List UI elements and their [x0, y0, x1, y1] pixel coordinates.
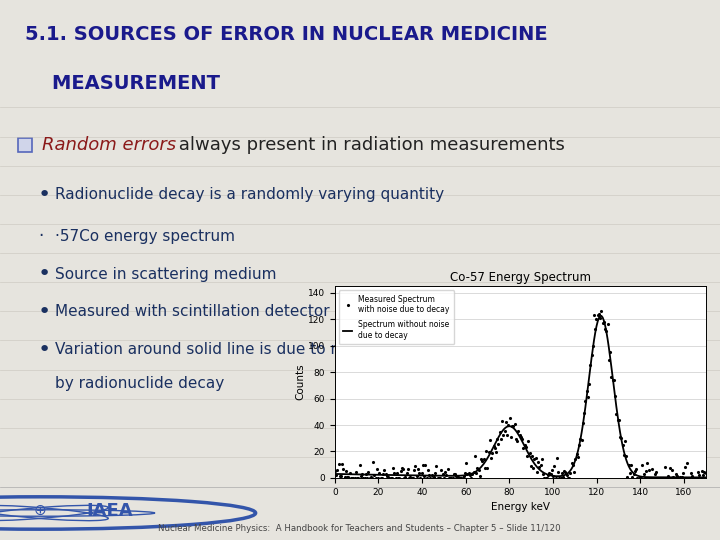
- Spectrum without noise
due to decay: [667, 474, 676, 481]
- Line: Measured Spectrum
with noise due to decay: Measured Spectrum with noise due to deca…: [333, 309, 707, 480]
- Text: IAEA: IAEA: [86, 502, 133, 520]
- Spectrum without noise
due to decay: [332, 471, 341, 477]
- Spectrum without noise
due to decay: [552, 473, 560, 480]
- Text: ⊕: ⊕: [33, 503, 46, 518]
- Spectrum without noise
due to decay: [550, 473, 559, 480]
- FancyBboxPatch shape: [18, 138, 32, 152]
- Text: Radionuclide decay is a randomly varying quantity: Radionuclide decay is a randomly varying…: [55, 187, 444, 202]
- Text: •: •: [38, 264, 51, 284]
- Measured Spectrum
with noise due to decay: [701, 470, 710, 476]
- Text: Source in scattering medium: Source in scattering medium: [55, 267, 276, 281]
- Text: ·57Co energy spectrum: ·57Co energy spectrum: [55, 228, 235, 244]
- Legend: Measured Spectrum
with noise due to decay, Spectrum without noise
due to decay: Measured Spectrum with noise due to deca…: [338, 290, 454, 344]
- Text: Variation around solid line is due to random error introduced: Variation around solid line is due to ra…: [55, 342, 519, 357]
- Text: •: •: [38, 302, 51, 322]
- Title: Co-57 Energy Spectrum: Co-57 Energy Spectrum: [450, 271, 590, 284]
- Measured Spectrum
with noise due to decay: [552, 455, 561, 462]
- Text: by radionuclide decay: by radionuclide decay: [55, 376, 224, 392]
- Text: Random errors: Random errors: [42, 136, 176, 154]
- Measured Spectrum
with noise due to decay: [559, 474, 567, 481]
- Measured Spectrum
with noise due to decay: [597, 308, 606, 314]
- Spectrum without noise
due to decay: [644, 474, 653, 481]
- Measured Spectrum
with noise due to decay: [346, 475, 355, 481]
- Spectrum without noise
due to decay: [701, 474, 710, 481]
- Text: 5.1. SOURCES OF ERROR IN NUCLEAR MEDICINE: 5.1. SOURCES OF ERROR IN NUCLEAR MEDICIN…: [25, 25, 548, 44]
- Spectrum without noise
due to decay: [330, 471, 339, 477]
- Line: Spectrum without noise
due to decay: Spectrum without noise due to decay: [335, 316, 706, 477]
- Measured Spectrum
with noise due to decay: [332, 471, 341, 478]
- Measured Spectrum
with noise due to decay: [645, 475, 654, 481]
- Measured Spectrum
with noise due to decay: [669, 474, 678, 481]
- Text: •: •: [38, 185, 51, 205]
- Measured Spectrum
with noise due to decay: [552, 475, 560, 481]
- Y-axis label: Counts: Counts: [295, 364, 305, 400]
- Text: Nuclear Medicine Physics:  A Handbook for Teachers and Students – Chapter 5 – Sl: Nuclear Medicine Physics: A Handbook for…: [158, 524, 561, 532]
- Text: Measured with scintillation detector: Measured with scintillation detector: [55, 305, 330, 319]
- X-axis label: Energy keV: Energy keV: [491, 502, 549, 512]
- Spectrum without noise
due to decay: [557, 472, 566, 479]
- Measured Spectrum
with noise due to decay: [330, 468, 339, 474]
- Text: always present in radiation measurements: always present in radiation measurements: [173, 136, 565, 154]
- Text: MEASUREMENT: MEASUREMENT: [25, 74, 220, 93]
- Text: ·: ·: [38, 227, 43, 245]
- Text: •: •: [38, 340, 51, 360]
- Spectrum without noise
due to decay: [597, 313, 606, 319]
